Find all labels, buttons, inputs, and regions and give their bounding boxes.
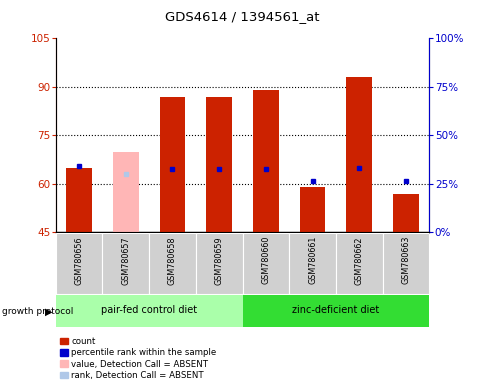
Bar xyxy=(56,295,242,326)
Bar xyxy=(196,233,242,294)
Bar xyxy=(206,97,231,232)
Text: GSM780656: GSM780656 xyxy=(75,236,83,285)
Bar xyxy=(382,233,428,294)
Bar xyxy=(346,77,371,232)
Text: GSM780663: GSM780663 xyxy=(401,236,409,285)
Bar xyxy=(288,233,335,294)
Text: growth protocol: growth protocol xyxy=(2,307,74,316)
Text: ▶: ▶ xyxy=(45,307,52,317)
Bar xyxy=(102,233,149,294)
Bar xyxy=(159,97,185,232)
Bar xyxy=(335,233,382,294)
Text: zinc-deficient diet: zinc-deficient diet xyxy=(292,305,378,315)
Text: GSM780657: GSM780657 xyxy=(121,236,130,285)
Bar xyxy=(242,233,288,294)
Text: GSM780661: GSM780661 xyxy=(307,236,317,285)
Text: pair-fed control diet: pair-fed control diet xyxy=(101,305,197,315)
Text: GDS4614 / 1394561_at: GDS4614 / 1394561_at xyxy=(165,10,319,23)
Text: GSM780660: GSM780660 xyxy=(261,236,270,285)
Text: GSM780659: GSM780659 xyxy=(214,236,223,285)
Bar xyxy=(66,168,92,232)
Bar xyxy=(242,295,428,326)
Bar xyxy=(392,194,418,232)
Text: GSM780658: GSM780658 xyxy=(167,236,177,285)
Bar xyxy=(253,90,278,232)
Legend: count, percentile rank within the sample, value, Detection Call = ABSENT, rank, : count, percentile rank within the sample… xyxy=(60,337,216,380)
Text: GSM780662: GSM780662 xyxy=(354,236,363,285)
Bar xyxy=(149,233,196,294)
Bar xyxy=(56,233,102,294)
Bar xyxy=(113,152,138,232)
Bar xyxy=(299,187,325,232)
